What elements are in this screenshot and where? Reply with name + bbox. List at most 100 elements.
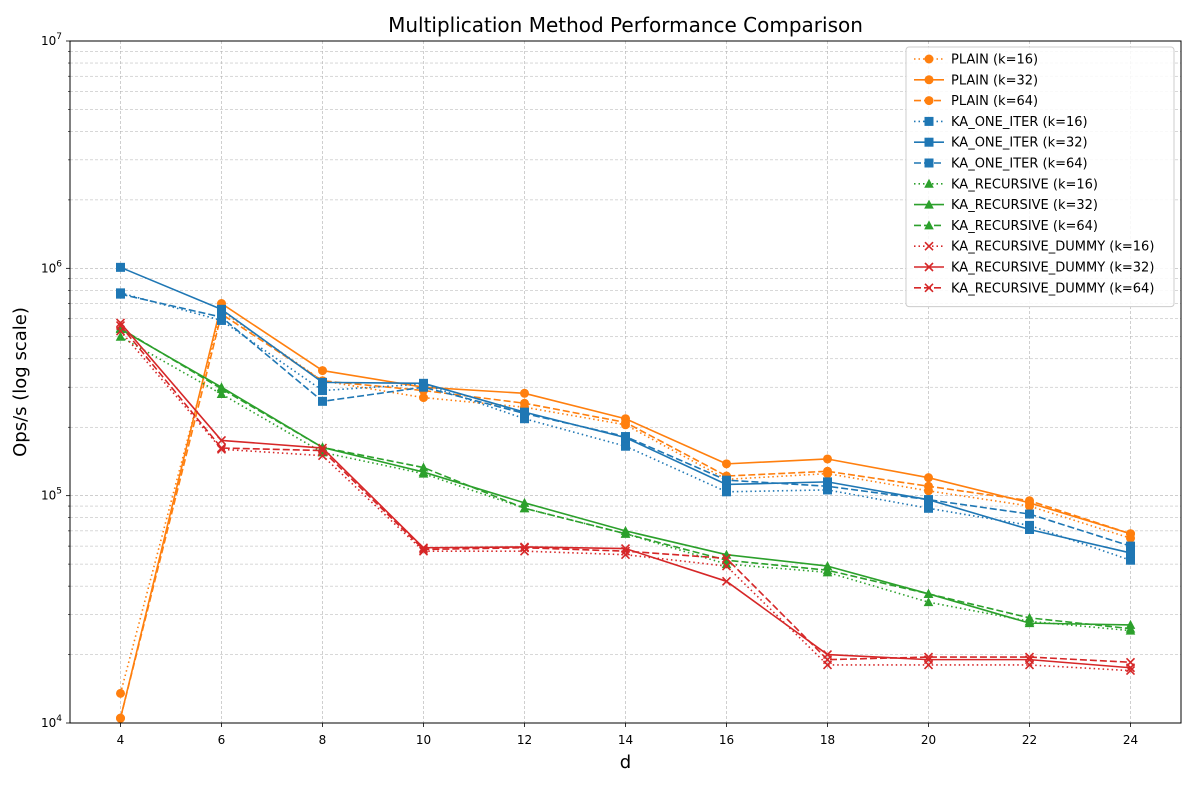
data-point [418,543,429,553]
legend-item: PLAIN (k=16) [914,53,1038,68]
legend-label: KA_ONE_ITER (k=32) [951,136,1088,151]
x-marker-stroke [923,652,934,662]
x-marker-stroke [1125,666,1136,676]
x-marker-stroke [418,544,429,555]
legend-label: PLAIN (k=32) [951,73,1038,88]
data-point [924,481,933,491]
data-point [1024,652,1035,662]
data-point [116,289,125,299]
data-point [1024,618,1035,628]
data-point [924,503,933,513]
legend-item: KA_RECURSIVE_DUMMY (k=16) [914,240,1154,255]
legend-marker [924,137,934,147]
data-point [317,443,328,453]
data-point [620,546,631,556]
data-point [823,481,832,491]
data-point [519,543,530,553]
legend-label: KA_RECURSIVE (k=16) [951,177,1098,192]
series-line [120,336,1131,632]
series-10 [115,318,1136,673]
x-tick-label: 24 [1123,733,1138,747]
legend-label: KA_RECURSIVE_DUMMY (k=64) [951,281,1154,296]
legend-label: KA_RECURSIVE (k=32) [951,198,1098,213]
data-point [520,398,529,408]
x-tick-label: 6 [218,733,226,747]
data-point [115,331,126,341]
legend-marker [924,96,934,106]
x-tick-label: 22 [1022,733,1037,747]
x-tick-label: 12 [517,733,532,747]
legend-marker [924,116,934,126]
data-point [520,388,529,398]
data-point [418,462,429,472]
data-point [318,366,327,376]
legend-marker [924,199,934,209]
legend-marker [924,283,934,293]
data-point [1126,529,1135,539]
data-point [115,323,126,333]
data-point [923,597,934,607]
data-point [822,565,833,575]
data-point [822,655,833,665]
data-point [217,304,226,314]
x-marker-stroke [519,543,530,553]
x-marker-stroke [822,655,833,665]
data-point [1126,541,1135,551]
data-point [418,544,429,555]
data-point [216,383,227,393]
x-tick-label: 14 [618,733,633,747]
data-point [621,441,630,451]
legend-label: PLAIN (k=16) [951,53,1038,68]
x-tick-label: 8 [319,733,327,747]
x-tick-label: 16 [719,733,734,747]
legend-item: PLAIN (k=64) [914,94,1038,109]
data-point [1025,509,1034,519]
legend-item: KA_ONE_ITER (k=32) [914,136,1088,151]
x-marker-stroke [115,321,126,331]
x-tick-label: 18 [820,733,835,747]
x-marker-stroke [721,576,732,586]
data-point [924,495,933,505]
x-marker-stroke [418,543,429,553]
data-point [116,688,125,698]
x-marker-stroke [317,443,328,453]
legend-box [905,46,1175,308]
legend-marker [924,158,934,168]
x-marker-stroke [924,262,934,272]
series-5 [116,289,1135,551]
legend-item: KA_RECURSIVE_DUMMY (k=32) [914,261,1154,276]
series-11 [115,321,1136,667]
x-tick-label: 10 [416,733,431,747]
x-axis-title: d [620,752,631,773]
data-point [318,377,327,387]
data-point [318,386,327,396]
data-point [216,435,227,445]
data-point [1125,623,1136,633]
x-marker-stroke [721,561,732,571]
data-point [1025,496,1034,506]
x-marker-stroke [216,444,227,454]
legend-item: KA_RECURSIVE (k=64) [914,219,1098,234]
legend-marker [924,220,934,230]
x-marker-stroke [924,283,934,293]
x-marker-stroke [216,435,227,445]
legend-label: KA_ONE_ITER (k=64) [951,157,1088,172]
data-point [520,414,529,424]
y-tick-label: 105 [41,487,62,503]
y-tick-label: 107 [41,32,62,48]
x-axis-ticks: 4 6 8 10 12 14 16 18 20 22 24 [117,723,1138,747]
legend-marker [924,241,934,251]
legend-item: KA_RECURSIVE (k=16) [914,177,1098,192]
data-point [621,417,630,427]
legend-label: KA_ONE_ITER (k=16) [951,115,1088,130]
data-point [519,497,530,507]
data-point [116,713,125,723]
data-point [1125,657,1136,667]
legend-item: KA_ONE_ITER (k=64) [914,157,1088,172]
data-point [823,466,832,476]
data-point [722,459,731,469]
legend-label: KA_RECURSIVE (k=64) [951,219,1098,234]
data-point [721,576,732,586]
